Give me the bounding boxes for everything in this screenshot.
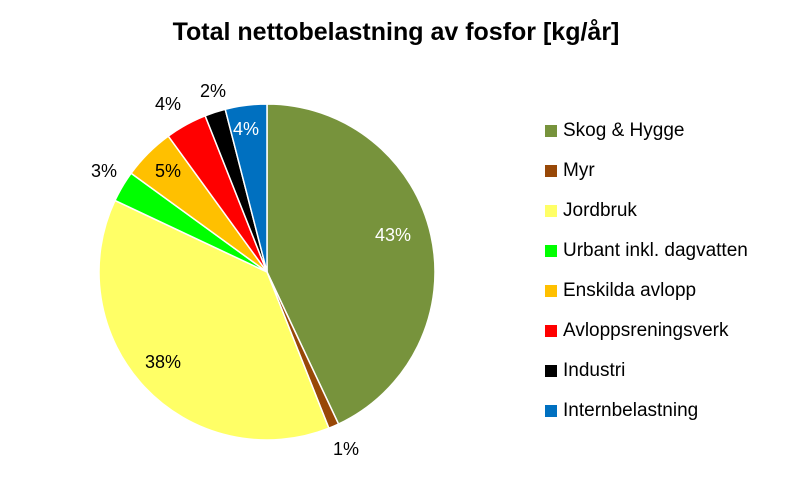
legend-swatch <box>545 365 557 377</box>
legend-entry-label: Urbant inkl. dagvatten <box>563 240 748 261</box>
legend-entry-label: Myr <box>563 160 595 181</box>
legend-swatch <box>545 325 557 337</box>
legend-entry-label: Internbelastning <box>563 400 698 421</box>
legend-swatch <box>545 285 557 297</box>
slice-data-label: 5% <box>155 161 181 181</box>
legend-swatch <box>545 125 557 137</box>
legend-entry-label: Jordbruk <box>563 200 637 221</box>
pie-slices <box>98 103 436 441</box>
pie-slice-internbelastning <box>224 103 268 273</box>
legend-entry-label: Industri <box>563 360 625 381</box>
legend: Skog & Hygge Myr Jordbruk Urbant inkl. dagv… <box>545 120 748 421</box>
legend-swatch <box>545 205 557 217</box>
legend-entry-label: Skog & Hygge <box>563 120 684 141</box>
legend-swatch <box>545 245 557 257</box>
legend-entry-label: Enskilda avlopp <box>563 280 696 301</box>
slice-data-label: 4% <box>155 94 181 114</box>
slice-data-label: 43% <box>375 225 411 245</box>
pie-slice-labels: 43% 1% 38% 3% 5% 4% 2% 4% <box>91 81 411 459</box>
chart-title: Total nettobelastning av fosfor [kg/år] <box>172 18 620 46</box>
slice-data-label: 2% <box>200 81 226 101</box>
legend-entry-label: Avloppsreningsverk <box>563 320 729 341</box>
pie-slice-jordbruk <box>98 199 330 441</box>
pie-slice-skog-hygge <box>266 103 436 426</box>
slice-data-label: 4% <box>233 119 259 139</box>
legend-swatch <box>545 405 557 417</box>
slice-data-label: 3% <box>91 161 117 181</box>
legend-swatch <box>545 165 557 177</box>
slice-data-label: 38% <box>145 352 181 372</box>
slice-data-label: 1% <box>333 439 359 459</box>
